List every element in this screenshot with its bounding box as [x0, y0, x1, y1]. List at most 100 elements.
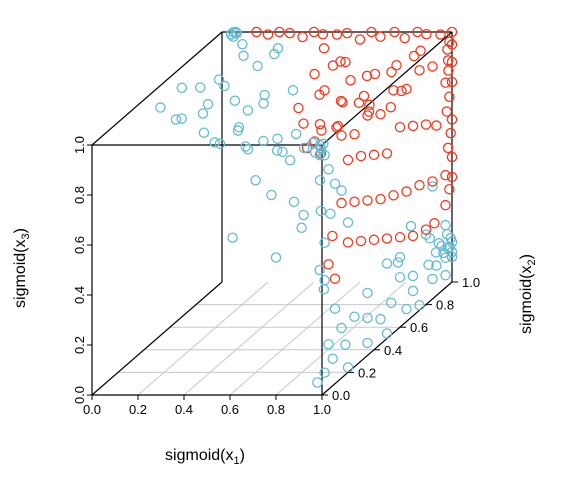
data-point	[314, 149, 325, 161]
data-point	[176, 82, 188, 94]
data-point	[335, 56, 346, 67]
data-point	[272, 133, 283, 144]
grid-line-x	[275, 281, 407, 396]
data-point	[155, 102, 166, 113]
data-point	[446, 151, 458, 163]
y-tick-label: 0.2	[358, 365, 376, 380]
data-point	[342, 154, 354, 166]
data-point	[362, 337, 373, 349]
data-point	[421, 29, 432, 40]
data-point	[342, 237, 354, 248]
data-point	[427, 61, 438, 72]
data-point	[229, 95, 241, 107]
y-tick-label: 0.8	[436, 298, 454, 313]
data-point	[323, 339, 334, 350]
data-point	[388, 85, 399, 96]
data-point	[329, 303, 341, 314]
data-point	[331, 122, 342, 133]
data-point	[375, 108, 386, 120]
axis-ticks: 0.0 0.2 0.4 0.6 0.8 1.00.00.20.40.60.81.00.00…	[72, 136, 480, 417]
data-point	[323, 259, 334, 270]
data-point	[440, 199, 451, 211]
z-axis-title: sigmoid(x3)	[12, 228, 32, 308]
data-point	[445, 232, 456, 244]
data-point	[340, 56, 351, 68]
data-point	[388, 190, 399, 201]
data-point	[445, 127, 456, 139]
data-point	[297, 31, 308, 43]
data-point	[314, 174, 326, 186]
data-point	[446, 26, 458, 38]
data-point	[213, 74, 225, 85]
data-point	[319, 274, 330, 286]
data-point	[227, 232, 238, 243]
data-point	[194, 82, 206, 93]
data-point	[298, 209, 309, 221]
data-point	[272, 43, 284, 54]
data-point	[375, 193, 386, 205]
data-point	[227, 31, 239, 43]
bounding-box	[91, 31, 453, 396]
data-point	[315, 143, 327, 155]
y-axis-title: sigmoid(x2)	[518, 254, 538, 334]
data-point	[405, 220, 417, 232]
data-point	[381, 233, 393, 244]
data-point	[353, 97, 365, 109]
data-point	[342, 217, 354, 228]
data-point	[368, 234, 380, 246]
data-point	[427, 176, 438, 187]
data-point	[394, 271, 406, 283]
data-point	[438, 247, 449, 259]
data-point	[394, 251, 406, 263]
data-point	[414, 179, 425, 191]
data-point	[361, 70, 373, 82]
data-point	[420, 224, 432, 235]
data-point	[323, 164, 334, 175]
data-point	[381, 148, 393, 159]
data-point	[284, 27, 295, 39]
data-point	[441, 229, 453, 240]
y-tick-label: 0.6	[410, 320, 428, 335]
z-tick-label: 0.4	[72, 286, 87, 304]
data-point	[369, 68, 381, 80]
data-point	[209, 137, 220, 148]
data-point	[394, 121, 406, 133]
data-point	[284, 154, 296, 166]
data-point	[435, 29, 446, 40]
data-point	[327, 230, 338, 242]
y-tick-label: 0.0	[332, 388, 350, 403]
z-tick-label: 0.0	[72, 386, 87, 404]
box-edge	[91, 31, 223, 146]
data-point	[401, 83, 412, 95]
data-point	[446, 171, 458, 183]
data-point	[336, 185, 347, 196]
data-point	[386, 66, 397, 78]
data-point	[430, 247, 442, 258]
data-point	[444, 36, 455, 48]
box-edge	[91, 281, 223, 396]
data-point	[392, 257, 404, 268]
data-point	[240, 141, 251, 152]
data-point	[407, 285, 419, 297]
data-point	[362, 195, 373, 206]
data-point	[242, 105, 254, 116]
data-point	[258, 135, 269, 147]
data-point	[433, 238, 445, 249]
data-point	[318, 43, 330, 54]
z-tick-label: 0.6	[72, 236, 87, 254]
x-tick-label: 0.2	[129, 402, 147, 417]
data-point	[429, 218, 440, 229]
data-point	[336, 322, 347, 334]
data-point	[436, 240, 447, 252]
data-point	[319, 367, 330, 378]
data-point	[298, 142, 310, 154]
data-point	[277, 146, 288, 158]
data-point	[262, 29, 274, 40]
grid-line-x	[183, 281, 315, 396]
data-point	[288, 196, 300, 208]
data-point	[269, 48, 280, 60]
data-point	[394, 231, 406, 243]
data-point	[332, 120, 344, 132]
data-point	[446, 251, 458, 263]
